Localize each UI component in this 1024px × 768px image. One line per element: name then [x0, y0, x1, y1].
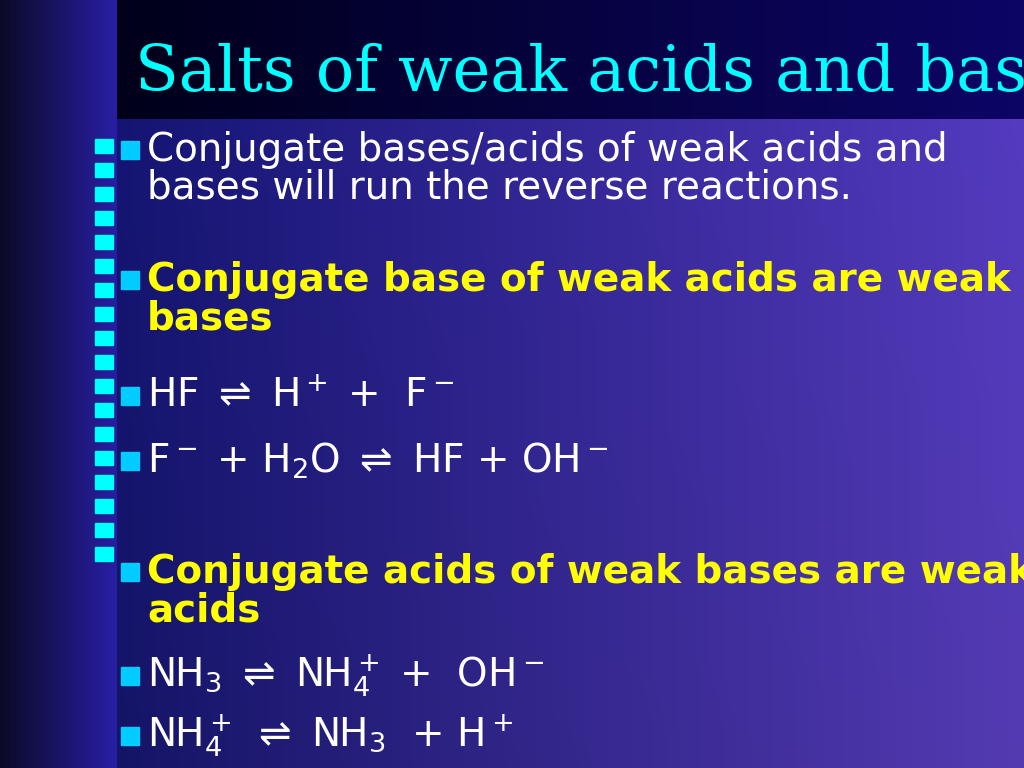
Bar — [121, 386, 139, 405]
Bar — [95, 163, 113, 177]
Bar — [95, 307, 113, 321]
Text: HF $\rightleftharpoons$ H$^+$ +  F$^-$: HF $\rightleftharpoons$ H$^+$ + F$^-$ — [147, 376, 455, 415]
Text: F$^-$ + H$_2$O $\rightleftharpoons$ HF + OH$^-$: F$^-$ + H$_2$O $\rightleftharpoons$ HF +… — [147, 441, 609, 481]
Bar — [95, 451, 113, 465]
Text: Conjugate acids of weak bases are weak: Conjugate acids of weak bases are weak — [147, 553, 1024, 591]
Bar — [121, 452, 139, 470]
Bar — [95, 211, 113, 225]
Bar — [95, 259, 113, 273]
Bar — [121, 141, 139, 159]
Text: bases will run the reverse reactions.: bases will run the reverse reactions. — [147, 169, 852, 207]
Text: NH$_3$ $\rightleftharpoons$ NH$_4^+$ +  OH$^-$: NH$_3$ $\rightleftharpoons$ NH$_4^+$ + O… — [147, 653, 544, 699]
Text: bases: bases — [147, 300, 273, 337]
Text: Conjugate bases/acids of weak acids and: Conjugate bases/acids of weak acids and — [147, 131, 947, 169]
Bar — [95, 187, 113, 201]
Text: NH$_4^+$ $\rightleftharpoons$ NH$_3$  + H$^+$: NH$_4^+$ $\rightleftharpoons$ NH$_3$ + H… — [147, 713, 513, 759]
Text: acids: acids — [147, 591, 260, 629]
Bar — [121, 727, 139, 745]
Bar — [121, 271, 139, 290]
Bar — [95, 283, 113, 297]
Bar — [95, 331, 113, 345]
Bar — [95, 379, 113, 393]
Bar — [121, 667, 139, 685]
Text: Salts of weak acids and bases: Salts of weak acids and bases — [135, 43, 1024, 104]
Bar — [95, 475, 113, 489]
Bar — [95, 547, 113, 561]
Bar — [95, 403, 113, 417]
Bar — [95, 499, 113, 513]
Text: Conjugate base of weak acids are weak: Conjugate base of weak acids are weak — [147, 261, 1011, 300]
Bar — [95, 355, 113, 369]
Bar — [95, 235, 113, 249]
Bar — [95, 427, 113, 441]
Bar — [95, 523, 113, 537]
Bar — [95, 139, 113, 153]
Bar — [121, 563, 139, 581]
